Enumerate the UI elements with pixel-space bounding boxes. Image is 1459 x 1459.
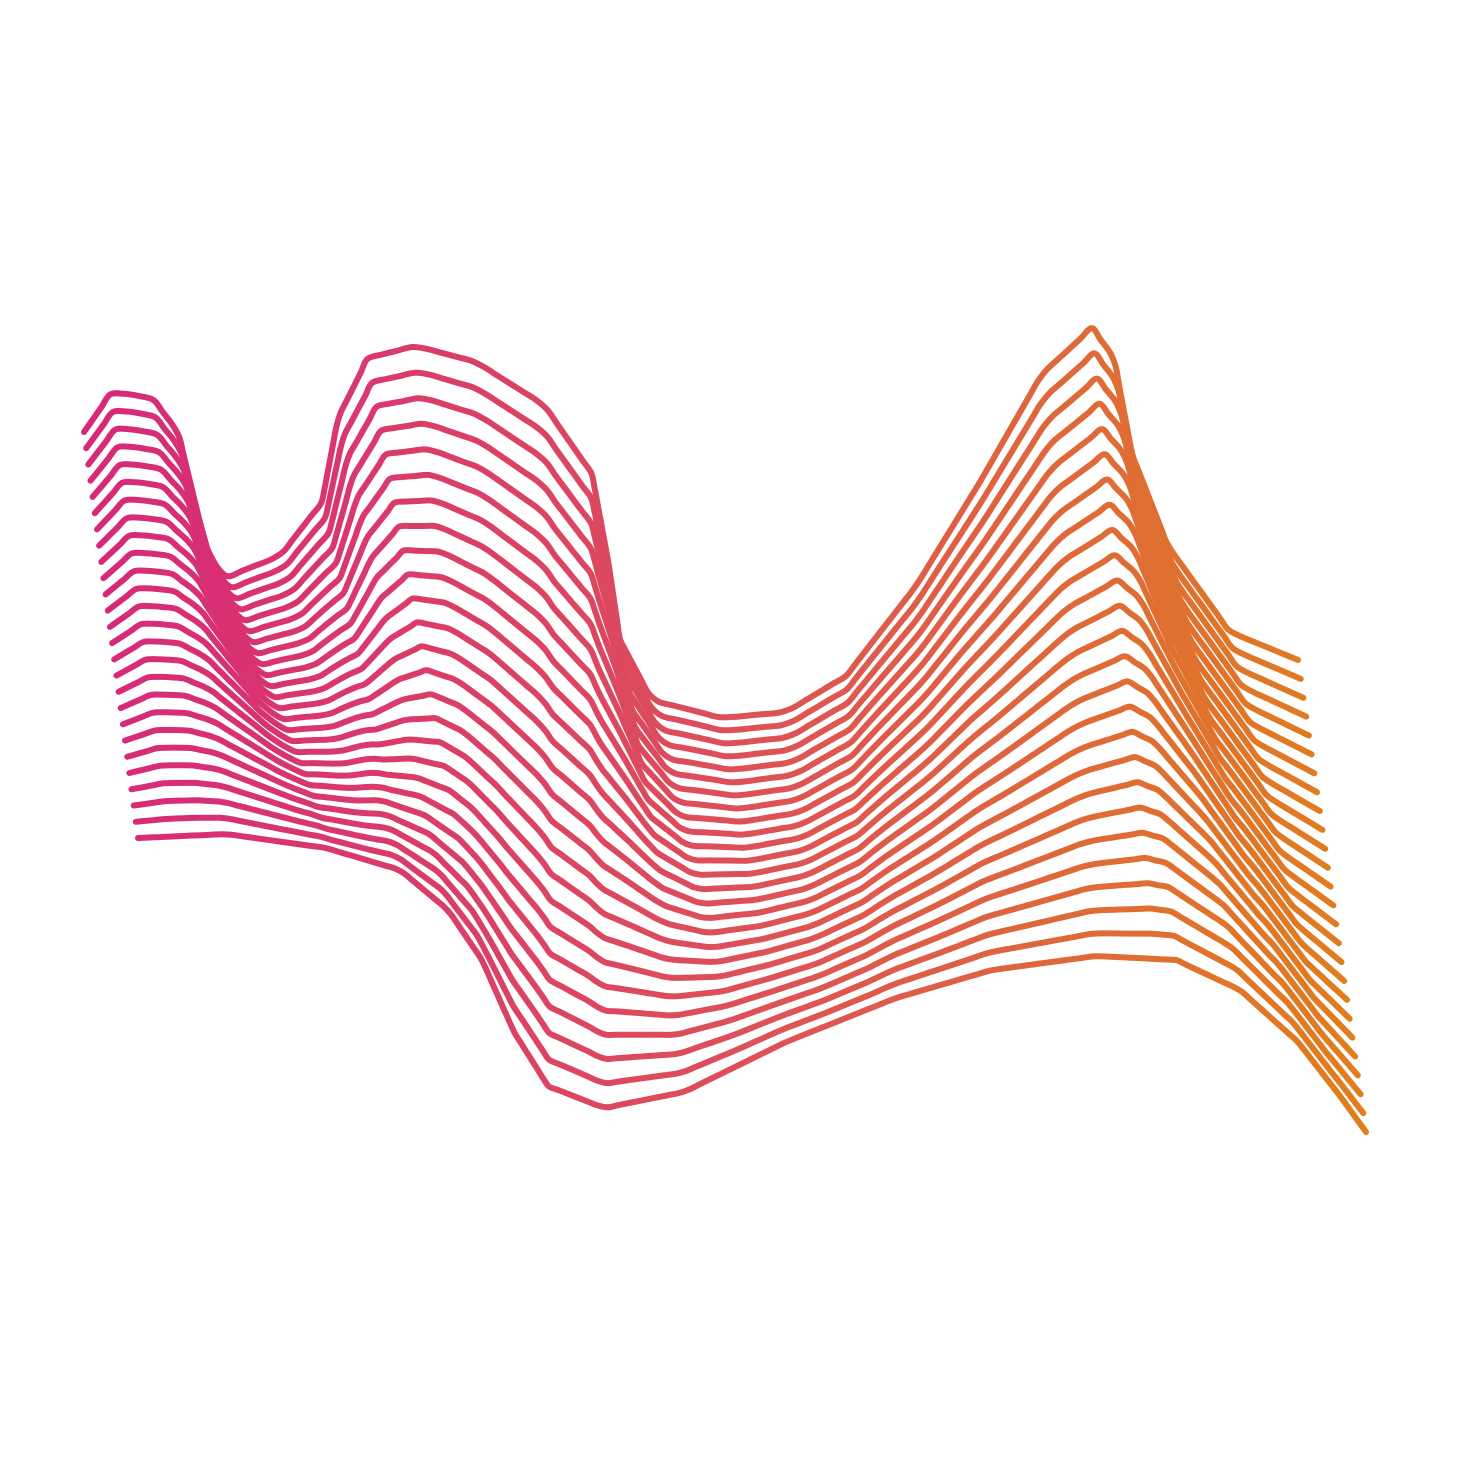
wave-line xyxy=(111,638,1340,928)
wave-line xyxy=(96,501,1320,812)
wave-line xyxy=(122,726,1353,1022)
wave-line xyxy=(104,585,1331,871)
wave-lines-group xyxy=(81,325,1369,1135)
wave-line xyxy=(132,814,1367,1117)
wave-line xyxy=(113,656,1342,947)
wave-line xyxy=(94,476,1318,799)
wave-line xyxy=(89,426,1312,773)
wave-line xyxy=(126,762,1359,1060)
wave-line xyxy=(115,673,1345,966)
wave-line xyxy=(117,691,1348,984)
wave-line xyxy=(124,744,1356,1041)
wave-line xyxy=(102,567,1329,852)
wave-line xyxy=(135,831,1369,1135)
wave-line xyxy=(109,620,1337,909)
wave-line xyxy=(98,527,1323,825)
wave-line xyxy=(106,602,1334,890)
wave-line xyxy=(100,549,1326,838)
wave-line xyxy=(130,797,1364,1098)
wave-line xyxy=(119,709,1350,1003)
wave-line xyxy=(85,375,1307,747)
wave-line xyxy=(128,779,1361,1079)
wave-line xyxy=(83,350,1304,734)
wave-line xyxy=(81,325,1301,721)
wave-line xyxy=(87,400,1310,760)
wave-line xyxy=(91,451,1315,786)
